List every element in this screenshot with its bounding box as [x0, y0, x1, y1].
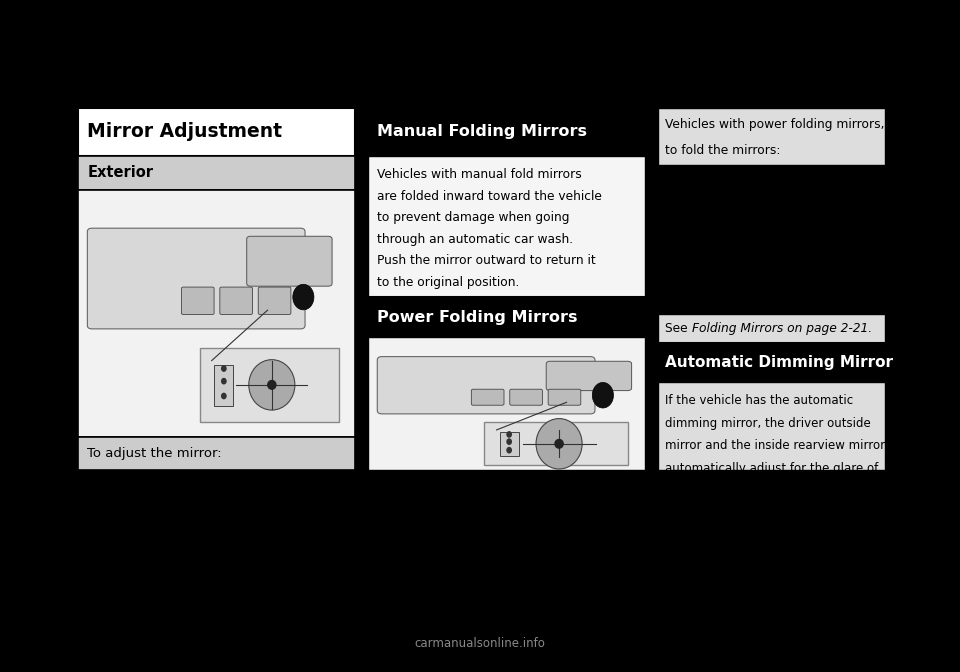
FancyBboxPatch shape: [471, 389, 504, 405]
Ellipse shape: [221, 378, 227, 384]
Bar: [484, 423, 629, 465]
Bar: [368, 337, 645, 470]
Bar: [658, 382, 885, 470]
Text: to fold the mirrors:: to fold the mirrors:: [665, 144, 780, 157]
FancyBboxPatch shape: [247, 237, 332, 286]
Text: Mirror Adjustment: Mirror Adjustment: [87, 122, 282, 141]
Ellipse shape: [293, 284, 314, 310]
Text: are folded inward toward the vehicle: are folded inward toward the vehicle: [377, 190, 602, 202]
Text: mirror and the inside rearview mirror: mirror and the inside rearview mirror: [665, 439, 885, 452]
FancyBboxPatch shape: [181, 287, 214, 314]
FancyBboxPatch shape: [377, 357, 595, 414]
Text: dimming mirror, the driver outside: dimming mirror, the driver outside: [665, 417, 871, 429]
Text: Folding Mirrors on page 2-21.: Folding Mirrors on page 2-21.: [692, 322, 873, 335]
Ellipse shape: [506, 447, 512, 454]
Ellipse shape: [592, 382, 613, 408]
Ellipse shape: [221, 392, 227, 399]
FancyBboxPatch shape: [87, 228, 305, 329]
Bar: [78, 156, 355, 190]
Text: Vehicles with power folding mirrors,: Vehicles with power folding mirrors,: [665, 118, 885, 131]
Bar: [658, 108, 885, 165]
Ellipse shape: [554, 439, 564, 449]
Bar: [368, 108, 645, 156]
Text: If the vehicle has the automatic: If the vehicle has the automatic: [665, 394, 853, 407]
Text: automatically adjust for the glare of: automatically adjust for the glare of: [665, 462, 878, 475]
Bar: [658, 343, 885, 382]
FancyBboxPatch shape: [510, 389, 542, 405]
Bar: [368, 297, 645, 337]
Text: carmanualsonline.info: carmanualsonline.info: [415, 637, 545, 650]
FancyBboxPatch shape: [546, 362, 632, 390]
Bar: [214, 365, 233, 406]
Bar: [658, 314, 885, 343]
Text: Automatic Dimming Mirror: Automatic Dimming Mirror: [665, 355, 894, 370]
Ellipse shape: [267, 380, 276, 390]
FancyBboxPatch shape: [220, 287, 252, 314]
Bar: [78, 108, 355, 156]
Text: Power Folding Mirrors: Power Folding Mirrors: [377, 310, 578, 325]
Text: to prevent damage when going: to prevent damage when going: [377, 211, 570, 224]
FancyBboxPatch shape: [258, 287, 291, 314]
Bar: [368, 156, 645, 297]
Ellipse shape: [536, 419, 582, 469]
Bar: [78, 437, 355, 470]
Bar: [200, 348, 339, 422]
Text: through an automatic car wash.: through an automatic car wash.: [377, 233, 573, 245]
Ellipse shape: [506, 438, 512, 445]
Bar: [499, 432, 518, 456]
Ellipse shape: [221, 365, 227, 372]
Text: See: See: [665, 322, 692, 335]
Text: To adjust the mirror:: To adjust the mirror:: [87, 447, 222, 460]
Text: Push the mirror outward to return it: Push the mirror outward to return it: [377, 254, 596, 267]
Ellipse shape: [249, 360, 295, 410]
Ellipse shape: [506, 431, 512, 437]
Text: Manual Folding Mirrors: Manual Folding Mirrors: [377, 124, 588, 139]
FancyBboxPatch shape: [548, 389, 581, 405]
Text: to the original position.: to the original position.: [377, 276, 519, 288]
Bar: [78, 190, 355, 437]
Text: Exterior: Exterior: [87, 165, 154, 180]
Text: Vehicles with manual fold mirrors: Vehicles with manual fold mirrors: [377, 168, 582, 181]
